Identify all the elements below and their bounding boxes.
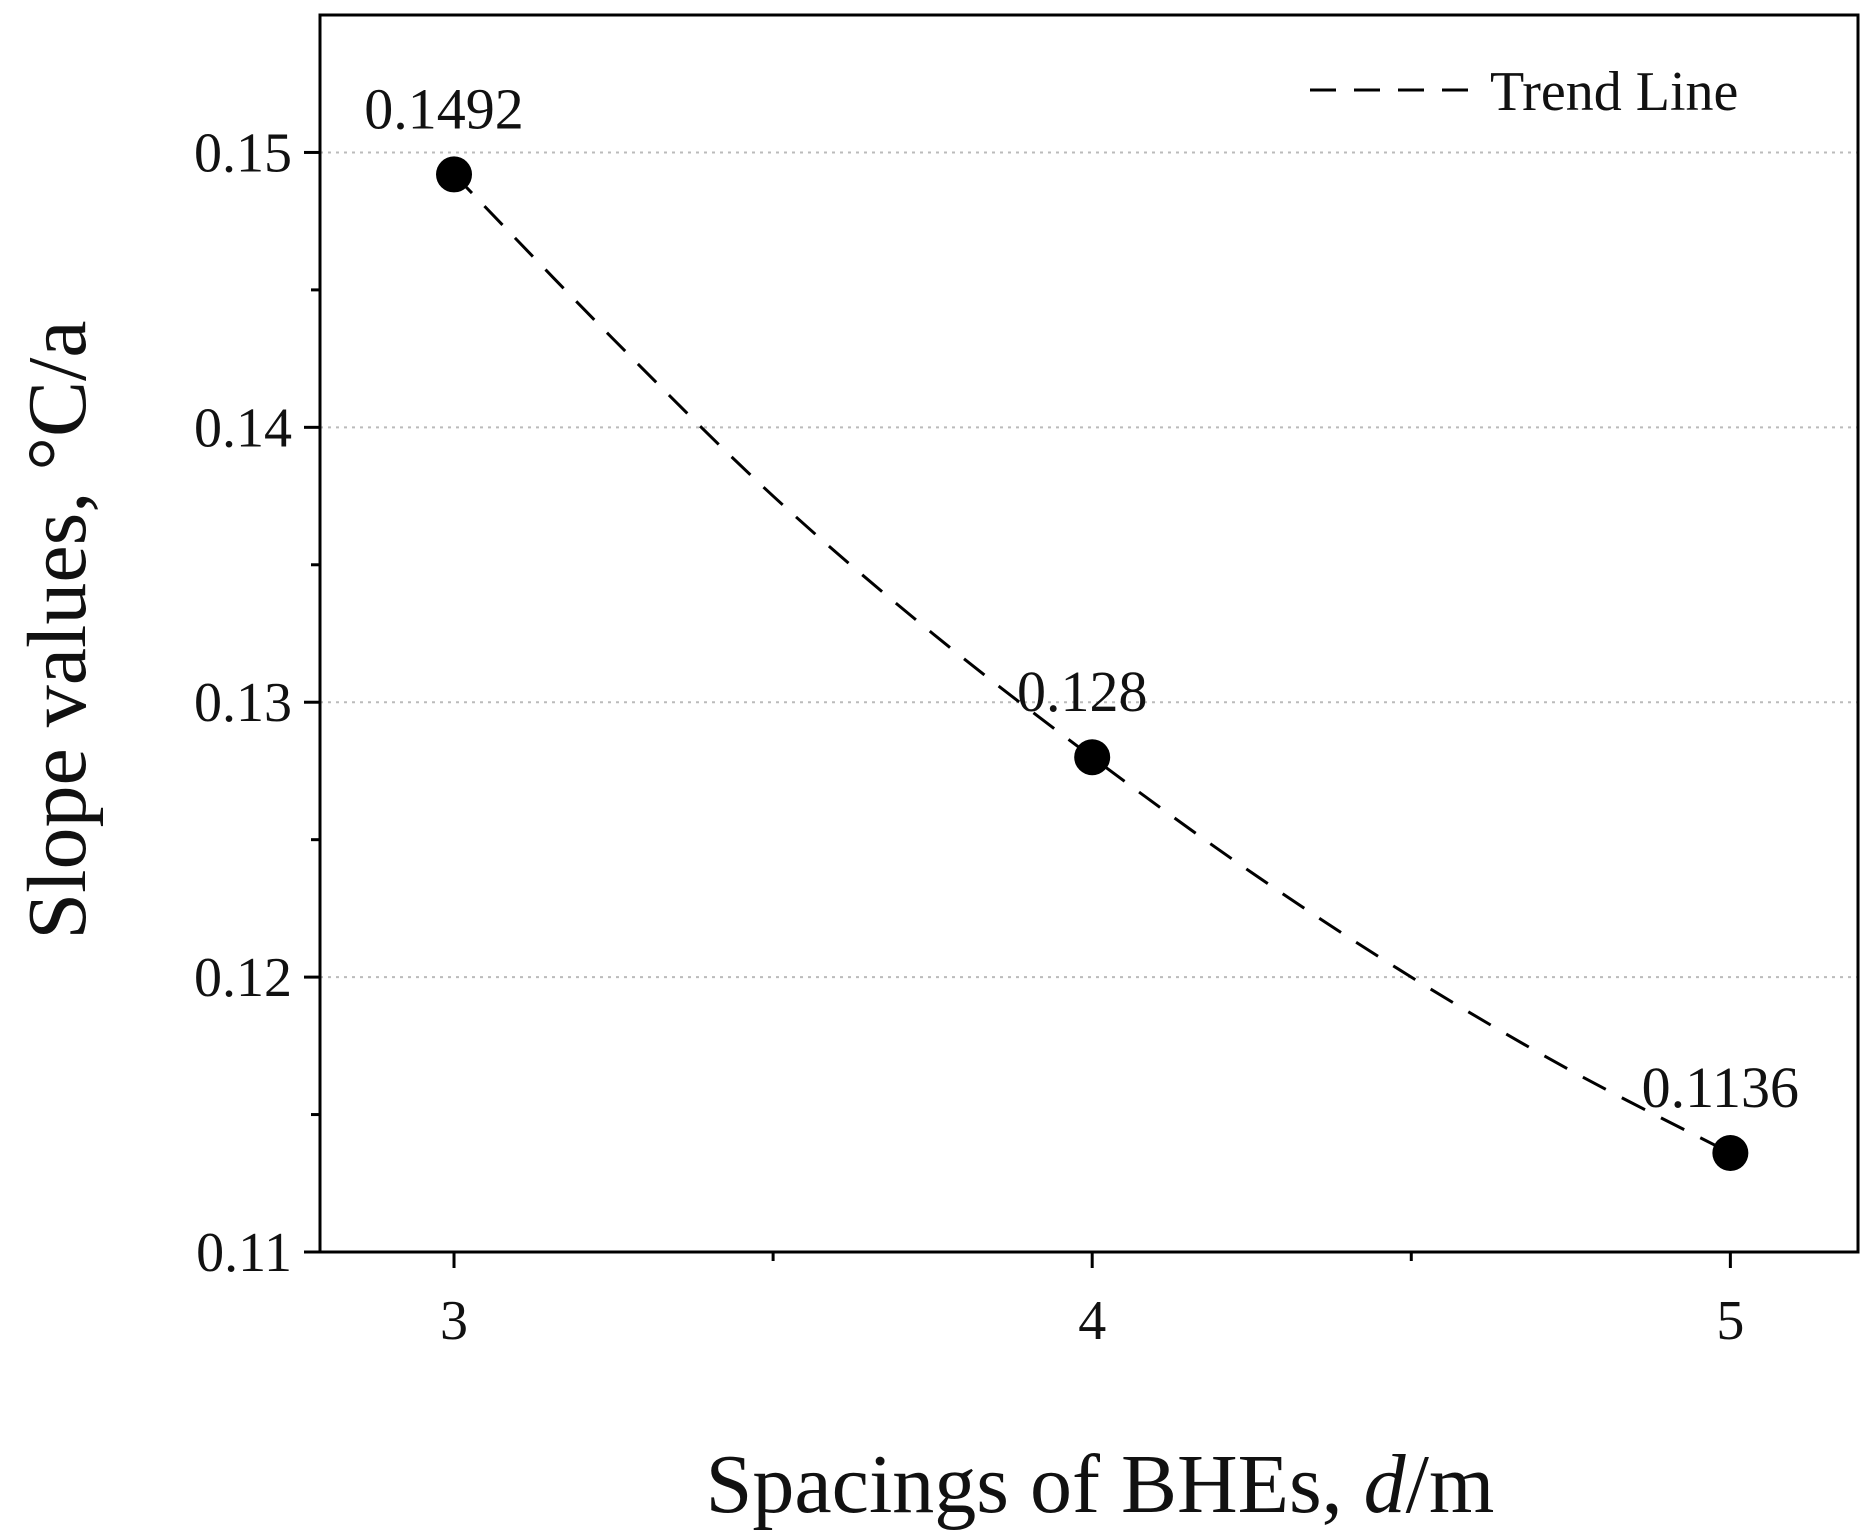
legend: Trend Line xyxy=(1310,61,1738,123)
data-point-1 xyxy=(1074,739,1111,776)
legend-label-trend-line: Trend Line xyxy=(1490,61,1738,123)
data-points xyxy=(436,156,1749,1172)
y-tick-label-0: 0.11 xyxy=(196,1222,292,1284)
x-axis-title: Spacings of BHEs, d/m xyxy=(706,1438,1495,1531)
data-labels: 0.1492 0.128 0.1136 xyxy=(364,76,1799,1120)
data-label-0: 0.1492 xyxy=(364,76,524,141)
data-label-1: 0.128 xyxy=(1017,659,1148,724)
data-label-2: 0.1136 xyxy=(1642,1055,1799,1120)
x-tick-label-0: 3 xyxy=(440,1290,468,1352)
x-tick-label-1: 4 xyxy=(1078,1290,1106,1352)
x-axis-title-italic: d xyxy=(1364,1438,1407,1531)
gridlines xyxy=(320,151,1858,979)
y-tick-label-1: 0.12 xyxy=(194,947,292,1009)
x-axis-title-unit: /m xyxy=(1406,1438,1495,1531)
axis-ticks: 0.11 0.12 0.13 0.14 0.15 3 4 5 xyxy=(194,122,1744,1352)
data-point-0 xyxy=(436,156,473,193)
y-tick-label-2: 0.13 xyxy=(194,672,292,734)
x-axis-title-main: Spacings of BHEs, xyxy=(706,1438,1364,1531)
y-tick-label-3: 0.14 xyxy=(194,397,292,459)
y-axis-title: Slope values, °C/a xyxy=(11,320,104,939)
x-tick-label-2: 5 xyxy=(1716,1290,1744,1352)
y-tick-label-4: 0.15 xyxy=(194,122,292,184)
plot-frame xyxy=(318,13,1860,1254)
data-point-2 xyxy=(1712,1135,1749,1172)
